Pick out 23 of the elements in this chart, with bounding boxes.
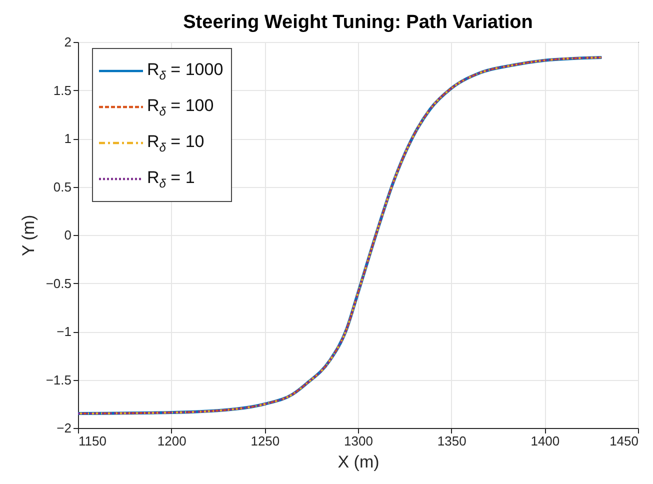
y-tick-label: 0 (64, 228, 72, 242)
legend-label: R$_{δ}$ = 10 (147, 132, 204, 154)
legend-label: R$_{δ}$ = 100 (147, 96, 214, 118)
x-tick-label: 1250 (250, 434, 280, 448)
legend-label: R$_{δ}$ = 1000 (147, 60, 224, 82)
x-tick-label: 1350 (437, 434, 466, 448)
y-tick-label: 1.5 (53, 82, 72, 98)
y-tick-label: −0.5 (46, 276, 72, 291)
x-tick-label: 1400 (530, 434, 560, 448)
y-tick-label: −2 (56, 420, 72, 436)
legend-label: R$_{δ}$ = 1 (147, 168, 195, 190)
y-tick-label: 1 (64, 131, 72, 146)
y-tick-label: 2 (64, 34, 72, 50)
x-tick-label: 1150 (78, 434, 106, 448)
x-tick-label: 1300 (344, 434, 373, 448)
y-tick-label: −1 (56, 324, 72, 339)
chart-title: Steering Weight Tuning: Path Variation (183, 12, 533, 33)
x-tick-label: 1450 (610, 434, 638, 448)
x-axis-title: X (m) (338, 452, 380, 472)
y-axis-title: Y (m) (18, 214, 38, 256)
x-tick-label: 1200 (157, 434, 186, 448)
y-tick-label: −1.5 (46, 372, 72, 388)
y-tick-label: 0.5 (53, 179, 72, 194)
